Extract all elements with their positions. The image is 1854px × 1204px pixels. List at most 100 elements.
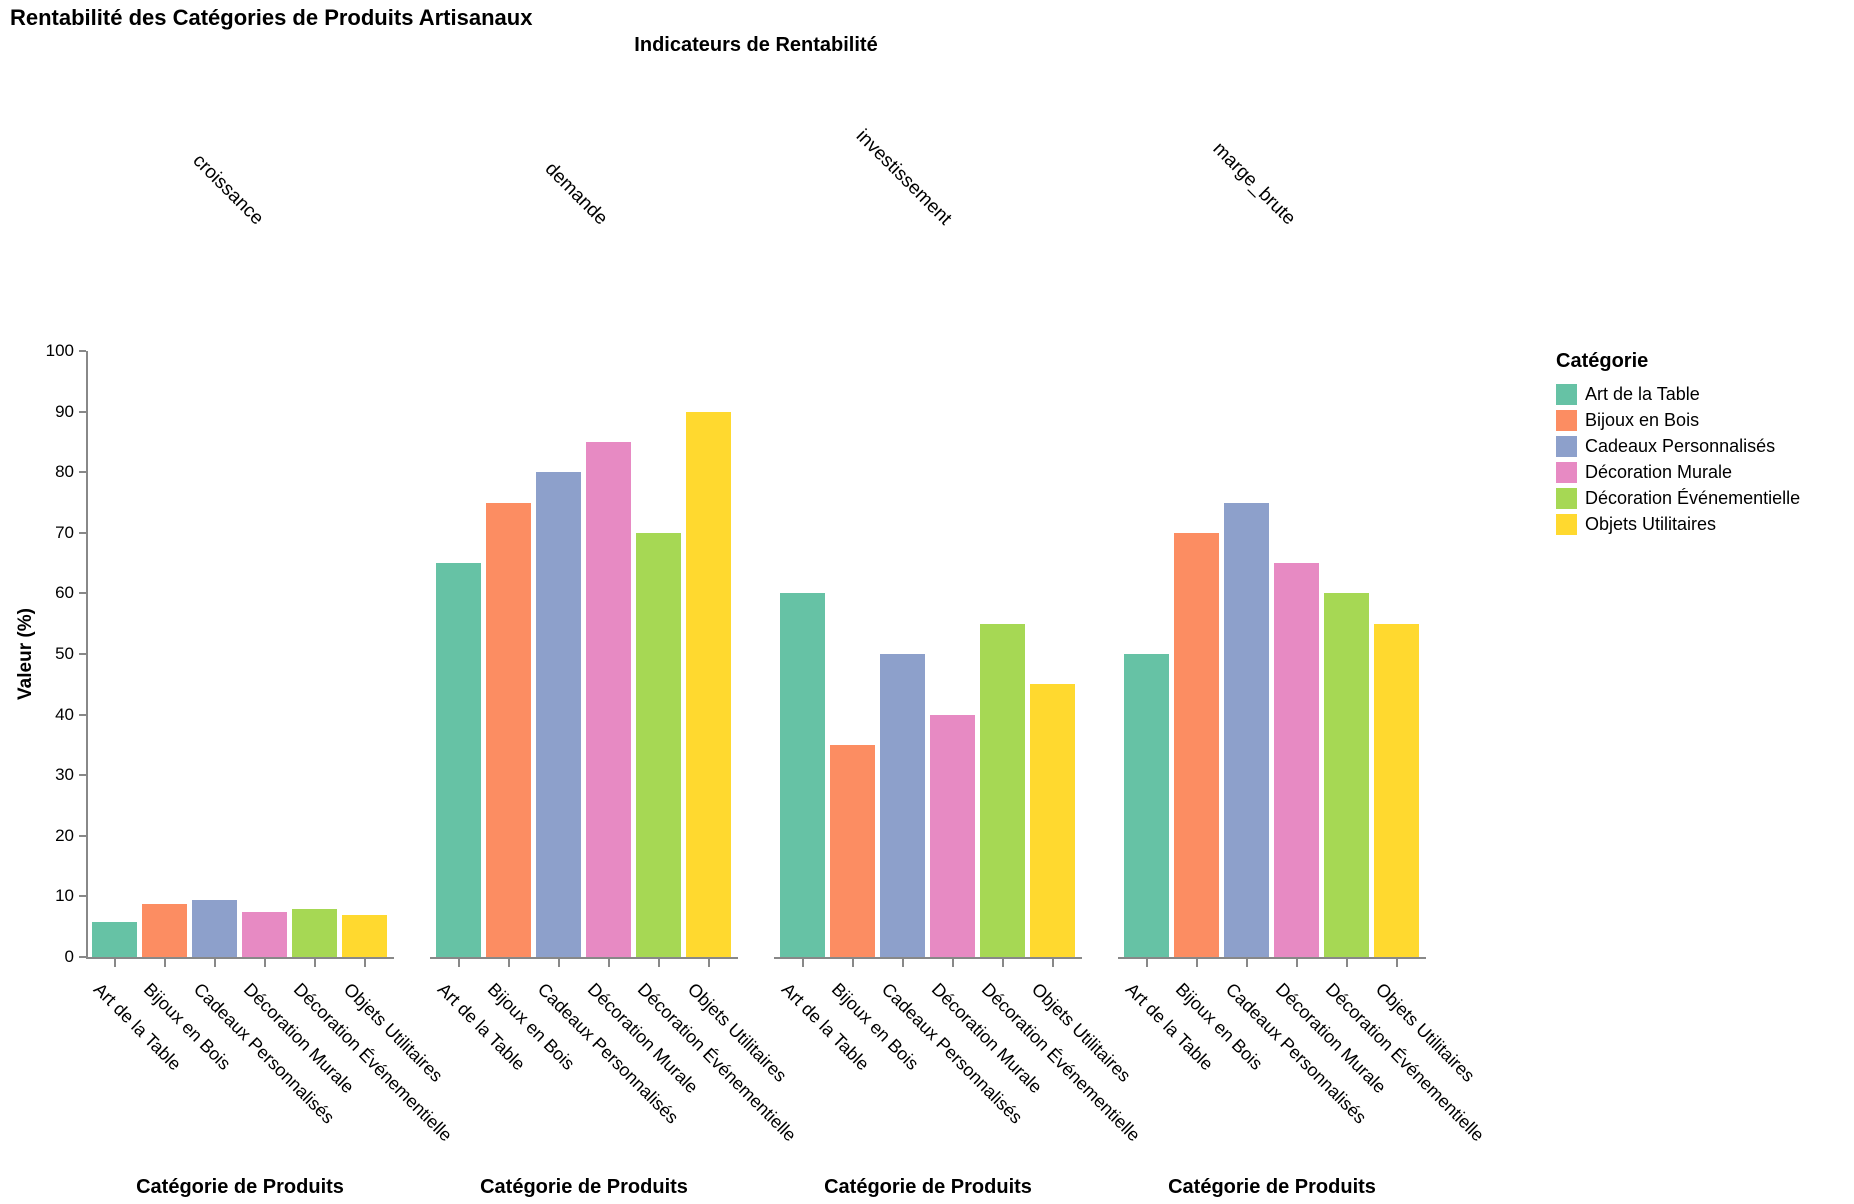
x-axis-title-croissance: Catégorie de Produits bbox=[136, 1176, 344, 1198]
y-axis-tick bbox=[79, 350, 86, 352]
x-axis-tick bbox=[363, 959, 366, 967]
x-axis-tick bbox=[901, 959, 904, 967]
x-axis-tick bbox=[1345, 959, 1348, 967]
y-axis-tick-label: 30 bbox=[55, 765, 74, 785]
bar-investissement-Bijoux en Bois bbox=[830, 744, 875, 957]
x-axis-tick-label: Art de la Table bbox=[1121, 979, 1217, 1075]
bar-investissement-Art de la Table bbox=[780, 593, 825, 957]
y-axis-tick-label: 80 bbox=[55, 462, 74, 482]
y-axis-tick-label: 100 bbox=[45, 341, 74, 360]
legend-item: Objets Utilitaires bbox=[1556, 514, 1800, 535]
bar-marge_brute-Cadeaux Personnalisés bbox=[1224, 502, 1269, 957]
bar-croissance-Cadeaux Personnalisés bbox=[192, 900, 237, 957]
x-axis-tick bbox=[557, 959, 560, 967]
bar-marge_brute-Bijoux en Bois bbox=[1174, 532, 1219, 957]
y-axis-tick-label: 60 bbox=[55, 583, 74, 603]
y-axis-tick bbox=[79, 471, 86, 474]
bar-demande-Art de la Table bbox=[436, 563, 481, 957]
x-axis-tick-label: Bijoux en Bois bbox=[827, 979, 923, 1074]
x-axis-tick bbox=[607, 959, 610, 967]
legend-swatch bbox=[1556, 384, 1577, 405]
legend-item-label: Art de la Table bbox=[1585, 384, 1700, 404]
x-axis-tick bbox=[213, 959, 216, 967]
legend-item: Bijoux en Bois bbox=[1556, 410, 1800, 431]
x-axis-title-marge_brute: Catégorie de Produits bbox=[1168, 1176, 1376, 1198]
legend-item-label: Objets Utilitaires bbox=[1585, 514, 1717, 534]
x-axis-tick-label: Art de la Table bbox=[433, 979, 529, 1075]
legend-item: Décoration Événementielle bbox=[1556, 488, 1800, 509]
bar-investissement-Décoration Événementielle bbox=[980, 623, 1025, 957]
bar-investissement-Objets Utilitaires bbox=[1030, 684, 1075, 957]
chart-subtitle: Indicateurs de Rentabilité bbox=[634, 34, 878, 56]
bar-croissance-Bijoux en Bois bbox=[142, 903, 187, 957]
x-axis-title-investissement: Catégorie de Produits bbox=[824, 1176, 1032, 1198]
bar-croissance-Objets Utilitaires bbox=[342, 914, 387, 957]
x-axis-tick bbox=[951, 959, 954, 967]
legend-item-label: Décoration Murale bbox=[1585, 462, 1733, 482]
legend: Catégorie Art de la Table Bijoux en Bois C… bbox=[1556, 350, 1800, 540]
y-axis-domain bbox=[86, 351, 88, 959]
x-axis-tick-label: Bijoux en Bois bbox=[483, 979, 579, 1074]
bar-demande-Cadeaux Personnalisés bbox=[536, 472, 581, 957]
legend-swatch bbox=[1556, 488, 1577, 509]
legend-item-label: Cadeaux Personnalisés bbox=[1585, 436, 1776, 456]
legend-item: Art de la Table bbox=[1556, 384, 1800, 405]
bar-marge_brute-Art de la Table bbox=[1124, 654, 1169, 957]
bar-marge_brute-Décoration Événementielle bbox=[1324, 593, 1369, 957]
x-axis-tick bbox=[851, 959, 854, 967]
legend-item-label: Bijoux en Bois bbox=[1585, 410, 1700, 430]
x-axis-domain bbox=[430, 957, 738, 959]
legend-items: Art de la Table Bijoux en Bois Cadeaux Per… bbox=[1556, 384, 1800, 535]
chart-title: Rentabilité des Catégories de Produits A… bbox=[10, 5, 533, 30]
y-axis-tick-label: 50 bbox=[55, 644, 74, 663]
facet-header-label: marge_brute bbox=[1208, 138, 1300, 230]
x-axis-tick bbox=[507, 959, 510, 967]
legend-swatch bbox=[1556, 436, 1577, 457]
x-axis-domain bbox=[1118, 957, 1426, 959]
y-axis-title: Valeur (%) bbox=[15, 608, 36, 700]
x-axis-tick bbox=[457, 959, 460, 967]
x-axis-tick bbox=[1295, 959, 1298, 967]
x-axis-tick bbox=[313, 959, 316, 967]
y-axis-tick bbox=[79, 713, 86, 716]
x-axis-tick bbox=[1245, 959, 1248, 967]
x-axis-tick-label: Bijoux en Bois bbox=[1171, 979, 1267, 1074]
x-axis-tick-label: Art de la Table bbox=[89, 979, 185, 1075]
x-axis-tick bbox=[1001, 959, 1004, 967]
legend-item-label: Décoration Événementielle bbox=[1585, 488, 1801, 508]
bar-croissance-Décoration Événementielle bbox=[292, 908, 337, 957]
y-axis-tick-label: 40 bbox=[55, 704, 74, 724]
y-axis-tick-label: 90 bbox=[55, 401, 74, 421]
x-axis-tick-label: Art de la Table bbox=[777, 979, 873, 1075]
x-axis-tick-label: Bijoux en Bois bbox=[139, 979, 235, 1074]
x-axis-tick bbox=[113, 959, 116, 967]
bar-croissance-Art de la Table bbox=[92, 922, 137, 957]
x-axis-tick bbox=[801, 959, 804, 967]
legend-swatch bbox=[1556, 410, 1577, 431]
bar-croissance-Décoration Murale bbox=[242, 911, 287, 957]
x-axis-tick bbox=[1051, 959, 1054, 967]
y-axis-tick bbox=[79, 592, 86, 595]
y-axis-tick bbox=[79, 774, 86, 777]
legend-item: Cadeaux Personnalisés bbox=[1556, 436, 1800, 457]
y-axis-tick bbox=[79, 956, 86, 958]
y-axis-tick bbox=[79, 834, 86, 837]
legend-swatch bbox=[1556, 514, 1577, 535]
bar-marge_brute-Objets Utilitaires bbox=[1374, 623, 1419, 957]
x-axis-domain bbox=[774, 957, 1082, 959]
x-axis-tick bbox=[263, 959, 266, 967]
y-axis-tick-label: 10 bbox=[55, 886, 74, 906]
legend-swatch bbox=[1556, 462, 1577, 483]
facet-header-label: croissance bbox=[188, 150, 268, 230]
facet-header-label: demande bbox=[540, 158, 612, 230]
y-axis-tick-label: 20 bbox=[55, 825, 74, 845]
y-axis-tick bbox=[79, 410, 86, 413]
bar-demande-Décoration Événementielle bbox=[636, 532, 681, 957]
x-axis-tick bbox=[1395, 959, 1398, 967]
y-axis-tick-label: 0 bbox=[64, 947, 74, 966]
x-axis-tick bbox=[707, 959, 710, 967]
facet-header-label: investissement bbox=[851, 125, 956, 230]
y-axis-tick bbox=[79, 653, 86, 655]
x-axis-tick bbox=[1145, 959, 1148, 967]
